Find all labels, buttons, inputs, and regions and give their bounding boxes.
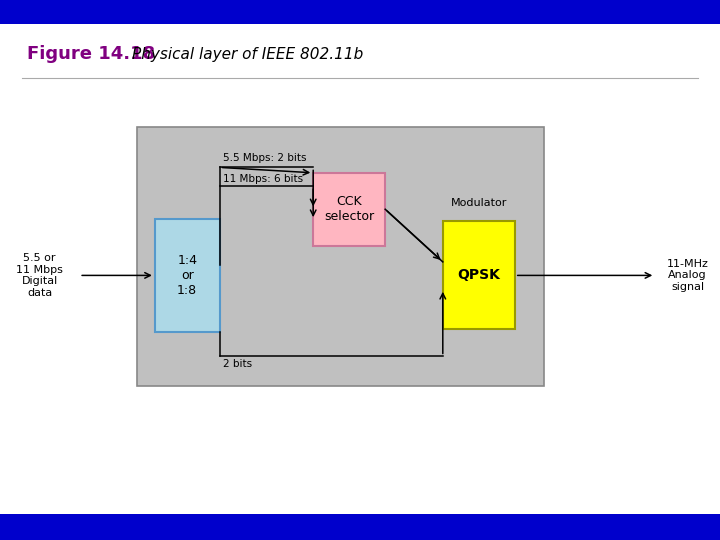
- Text: 2 bits: 2 bits: [223, 359, 252, 369]
- Bar: [155, 219, 220, 332]
- Text: Figure 14.18: Figure 14.18: [27, 45, 156, 63]
- Text: 11 Mbps: 6 bits: 11 Mbps: 6 bits: [223, 173, 303, 184]
- Bar: [0, 514, 720, 540]
- Bar: [313, 173, 385, 246]
- Text: CCK
selector: CCK selector: [324, 195, 374, 223]
- Text: 5.5 or
11 Mbps
Digital
data: 5.5 or 11 Mbps Digital data: [16, 253, 63, 298]
- Text: 11-MHz
Analog
signal: 11-MHz Analog signal: [667, 259, 708, 292]
- Bar: [137, 127, 544, 386]
- Text: 14.55: 14.55: [27, 522, 59, 531]
- Text: 1:4
or
1:8: 1:4 or 1:8: [177, 254, 197, 297]
- Text: Physical layer of IEEE 802.11b: Physical layer of IEEE 802.11b: [132, 46, 363, 62]
- Bar: [0, 0, 720, 24]
- Text: QPSK: QPSK: [457, 268, 500, 282]
- Bar: [443, 221, 515, 329]
- Text: Modulator: Modulator: [451, 198, 507, 208]
- Text: 5.5 Mbps: 2 bits: 5.5 Mbps: 2 bits: [223, 153, 307, 163]
